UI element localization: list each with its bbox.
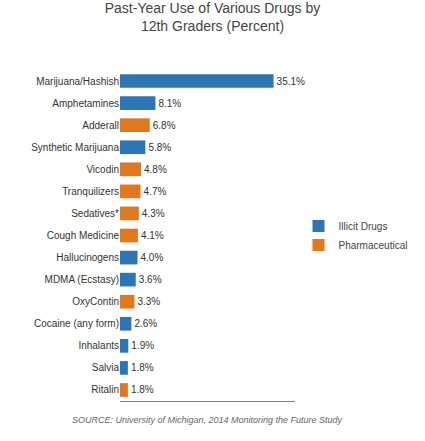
svg-text:4.3%: 4.3% [142, 208, 165, 219]
svg-text:3.3%: 3.3% [137, 296, 160, 307]
svg-text:8.1%: 8.1% [158, 98, 181, 109]
svg-text:4.7%: 4.7% [144, 186, 167, 197]
svg-text:Adderall: Adderall [82, 120, 119, 131]
svg-text:Vicodin: Vicodin [86, 164, 119, 175]
svg-text:1.8%: 1.8% [131, 384, 154, 395]
svg-text:Synthetic Marijuana: Synthetic Marijuana [31, 142, 119, 153]
svg-text:4.8%: 4.8% [144, 164, 167, 175]
svg-text:Sedatives*: Sedatives* [71, 208, 119, 219]
svg-text:Pharmaceutical: Pharmaceutical [339, 240, 408, 251]
svg-text:Cough Medicine: Cough Medicine [47, 230, 120, 241]
svg-text:1.9%: 1.9% [131, 340, 154, 351]
svg-text:OxyContin: OxyContin [72, 296, 119, 307]
svg-text:Past-Year Use of Various Drugs: Past-Year Use of Various Drugs by12th Gr… [105, 0, 321, 34]
svg-text:Hallucinogens: Hallucinogens [56, 252, 119, 263]
svg-text:MDMA (Ecstasy): MDMA (Ecstasy) [45, 274, 119, 285]
svg-text:SOURCE: University of Michigan: SOURCE: University of Michigan, 2014 Mon… [72, 415, 343, 425]
svg-text:1.8%: 1.8% [131, 362, 154, 373]
svg-text:Illicit Drugs: Illicit Drugs [339, 221, 388, 232]
svg-text:Tranquilizers: Tranquilizers [62, 186, 119, 197]
svg-text:Cocaine (any form): Cocaine (any form) [34, 318, 119, 329]
svg-text:Marijuana/Hashish: Marijuana/Hashish [36, 76, 119, 87]
svg-text:2.6%: 2.6% [134, 318, 157, 329]
svg-text:35.1%: 35.1% [277, 76, 305, 87]
svg-text:Inhalants: Inhalants [78, 340, 119, 351]
svg-text:6.8%: 6.8% [153, 120, 176, 131]
svg-text:Amphetamines: Amphetamines [52, 98, 119, 109]
svg-text:3.6%: 3.6% [139, 274, 162, 285]
svg-text:5.8%: 5.8% [148, 142, 171, 153]
svg-text:4.1%: 4.1% [141, 230, 164, 241]
svg-text:4.0%: 4.0% [141, 252, 164, 263]
svg-text:Salvia: Salvia [92, 362, 120, 373]
svg-text:Ritalin: Ritalin [91, 384, 119, 395]
